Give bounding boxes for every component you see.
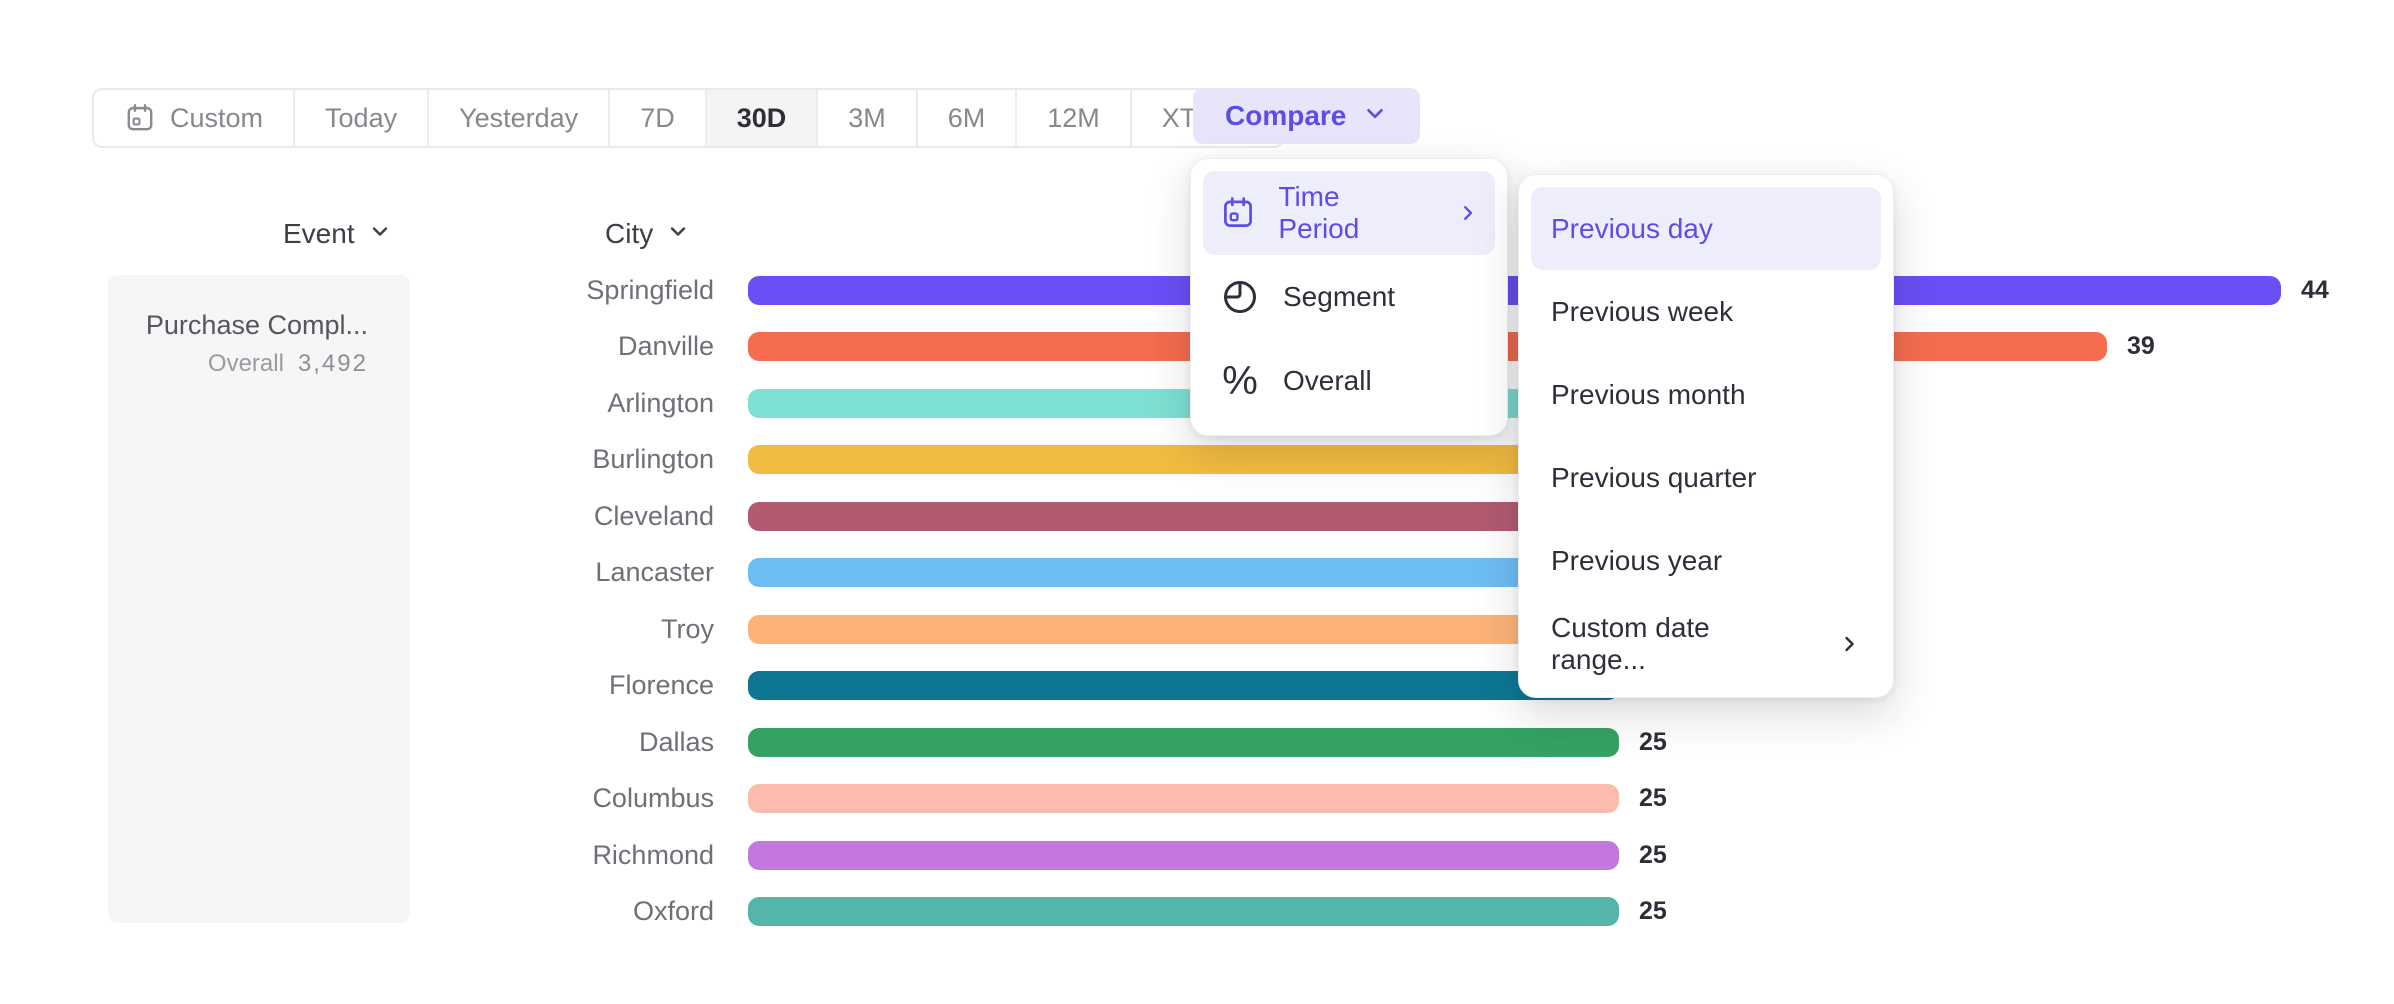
menu-item-label: Previous month (1551, 378, 1746, 410)
date-range-label: 6M (947, 102, 986, 133)
compare-button-label: Compare (1225, 100, 1347, 131)
menu-item-label: Previous week (1551, 295, 1734, 327)
percent-icon: % (1222, 359, 1258, 403)
compare-menu-item-time-period[interactable]: Time Period (1203, 171, 1495, 255)
event-overall-row: Overall 3,492 (128, 350, 368, 378)
event-card[interactable]: Purchase Compl... Overall 3,492 (108, 275, 410, 923)
time-period-item-previous-year[interactable]: Previous year (1531, 519, 1881, 602)
chevron-down-icon (368, 218, 392, 250)
bar-springfield[interactable] (748, 276, 2281, 305)
chevron-down-icon (372, 227, 387, 236)
bar-label-oxford: Oxford (632, 896, 714, 926)
city-column-header-label: City (605, 218, 654, 249)
bar-label-arlington: Arlington (607, 387, 714, 418)
chevron-down-icon (671, 227, 686, 236)
chevron-down-icon (666, 218, 690, 250)
bar-label-springfield: Springfield (586, 275, 714, 305)
bar-label-burlington: Burlington (592, 444, 714, 475)
bar-label-columbus: Columbus (592, 783, 714, 813)
bar-value-springfield: 44 (2301, 276, 2329, 304)
menu-item-label: Time Period (1278, 181, 1360, 244)
bar-label-troy: Troy (661, 613, 714, 644)
event-column-header[interactable]: Event (283, 218, 392, 250)
time-period-item-previous-quarter[interactable]: Previous quarter (1531, 436, 1881, 519)
date-range-label: Custom (170, 102, 264, 133)
menu-item-label: Previous year (1551, 544, 1723, 576)
chevron-right-icon (1845, 636, 1854, 651)
calendar-icon (1223, 197, 1252, 227)
bar-label-richmond: Richmond (592, 839, 714, 870)
bar-columbus[interactable] (748, 784, 1619, 813)
compare-button[interactable]: Compare (1193, 88, 1421, 144)
time-period-item-previous-week[interactable]: Previous week (1531, 270, 1881, 353)
date-range-7d[interactable]: 7D (608, 90, 705, 146)
compare-menu-item-overall[interactable]: % Overall (1203, 339, 1495, 423)
menu-item-label: Custom date range... (1551, 611, 1710, 675)
compare-menu-item-segment[interactable]: Segment (1203, 255, 1495, 339)
bar-value-dallas: 25 (1639, 727, 1667, 756)
date-range-label: Today (325, 102, 398, 133)
calendar-icon (127, 104, 153, 131)
event-name: Purchase Compl... (145, 310, 368, 340)
bar-label-florence: Florence (608, 670, 714, 701)
time-period-submenu: Previous day Previous week Previous month P… (1518, 174, 1894, 698)
date-range-label: 30D (736, 102, 787, 133)
date-range-6m[interactable]: 6M (915, 90, 1016, 146)
chevron-right-icon (1463, 206, 1472, 220)
city-column-header[interactable]: City (605, 218, 690, 250)
compare-menu: Time Period Segment% Overall (1190, 158, 1508, 436)
date-range-label: 7D (640, 102, 675, 133)
menu-item-label: Overall (1283, 365, 1372, 396)
bar-label-cleveland: Cleveland (593, 500, 714, 531)
menu-item-label: Segment (1283, 281, 1396, 312)
date-range-today[interactable]: Today (293, 90, 427, 146)
time-period-item-previous-day[interactable]: Previous day (1531, 187, 1881, 270)
bar-label-dallas: Dallas (638, 726, 714, 757)
date-range-yesterday[interactable]: Yesterday (427, 90, 608, 146)
bar-oxford[interactable] (748, 897, 1619, 926)
menu-item-label: Previous day (1551, 212, 1713, 244)
date-range-3m[interactable]: 3M (816, 90, 916, 146)
bar-troy[interactable] (748, 614, 1654, 644)
bar-richmond[interactable] (748, 840, 1619, 870)
time-period-item-custom-date-range[interactable]: Custom date range... (1531, 602, 1881, 685)
bar-value-columbus: 25 (1639, 784, 1667, 812)
bar-label-danville: Danville (617, 331, 714, 362)
bar-dallas[interactable] (748, 727, 1619, 757)
bar-florence[interactable] (748, 671, 1619, 701)
bar-value-oxford: 25 (1639, 897, 1667, 925)
segment-icon (1224, 281, 1256, 313)
overall-value: 3,492 (297, 350, 368, 377)
bar-label-lancaster: Lancaster (595, 557, 714, 588)
time-period-item-previous-month[interactable]: Previous month (1531, 353, 1881, 436)
event-column-header-label: Event (283, 218, 355, 249)
date-range-label: Yesterday (459, 102, 579, 133)
date-range-custom[interactable]: Custom (94, 90, 293, 146)
date-range-30d[interactable]: 30D (704, 90, 817, 146)
date-range-segmented-control: Custom Today Yesterday 7D 30D 3M 6M 12M XTD (92, 88, 1284, 148)
chevron-down-icon (1367, 108, 1384, 118)
date-range-label: 3M (848, 102, 886, 133)
overall-label: Overall (207, 350, 284, 377)
bar-value-danville: 39 (2127, 332, 2155, 361)
chevron-down-icon (1362, 100, 1388, 133)
bar-value-richmond: 25 (1639, 840, 1667, 869)
date-range-label: 12M (1047, 102, 1100, 133)
menu-item-label: Previous quarter (1551, 461, 1757, 493)
date-range-12m[interactable]: 12M (1015, 90, 1130, 146)
